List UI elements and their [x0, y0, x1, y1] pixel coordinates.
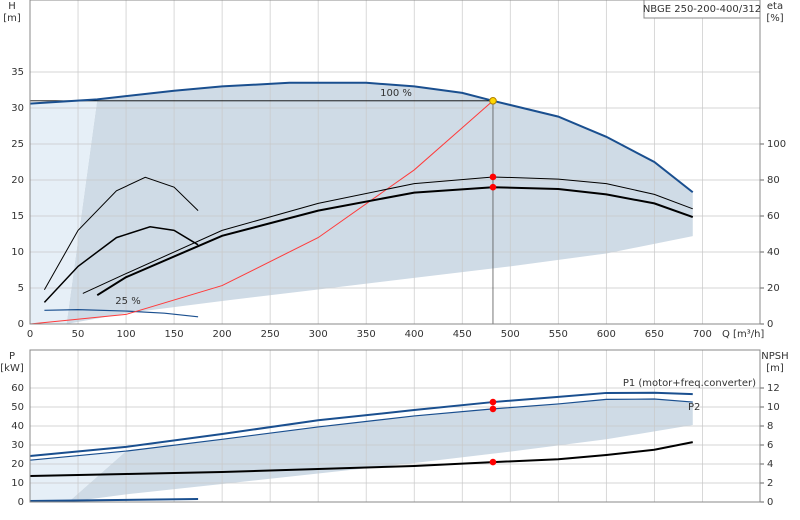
x-tick-label: 200: [213, 329, 232, 340]
y2-tick-label: 10: [767, 402, 780, 413]
duty-point: [489, 458, 497, 466]
x-tick-label: 450: [453, 329, 472, 340]
operating-range: [66, 82, 693, 324]
y-tick-label: 15: [11, 211, 24, 222]
y2-tick-label: 12: [767, 383, 780, 394]
curve: [29, 441, 693, 477]
curve: [29, 100, 494, 325]
y-tick-label: 30: [11, 103, 24, 114]
duty-point: [489, 405, 497, 413]
y-axis-unit: [m]: [3, 13, 21, 24]
y-axis-unit: [kW]: [0, 363, 24, 374]
curve: [29, 391, 693, 458]
duty-point: [489, 97, 497, 105]
curve: [96, 186, 694, 297]
y-tick-label: 0: [18, 497, 24, 508]
y-tick-label: 0: [18, 319, 24, 330]
x-tick-label: 550: [549, 329, 568, 340]
curve-label: P2: [688, 402, 700, 413]
plot-frame: [29, 0, 761, 325]
y2-tick-label: 40: [767, 247, 780, 258]
y-tick-label: 30: [11, 440, 24, 451]
curve: [29, 398, 693, 461]
curve: [29, 497, 199, 503]
curve: [43, 226, 199, 303]
curve: [43, 176, 199, 291]
curve: [29, 81, 694, 194]
x-tick-label: 500: [501, 329, 520, 340]
y-tick-label: 20: [11, 459, 24, 470]
y2-tick-label: 0: [767, 319, 773, 330]
y2-tick-label: 20: [767, 283, 780, 294]
curve-label: P1 (motor+freq.converter): [623, 378, 756, 389]
y-tick-label: 60: [11, 383, 24, 394]
y-tick-label: 50: [11, 402, 24, 413]
curve-label: 100 %: [380, 88, 412, 99]
y2-axis-label: NPSH: [761, 351, 788, 362]
y-axis-label: H: [8, 1, 16, 12]
x-tick-label: 300: [309, 329, 328, 340]
curve-label: 25 %: [115, 296, 140, 307]
duty-point: [489, 183, 497, 191]
duty-point: [489, 398, 497, 406]
y-tick-label: 35: [11, 67, 24, 78]
x-tick-label: 100: [117, 329, 136, 340]
x-tick-label: 0: [27, 329, 33, 340]
operating-range: [68, 399, 693, 502]
y-tick-label: 20: [11, 175, 24, 186]
y-tick-label: 5: [18, 283, 24, 294]
y-tick-label: 10: [11, 247, 24, 258]
y-tick-label: 40: [11, 421, 24, 432]
y2-tick-label: 6: [767, 440, 773, 451]
light-range: [30, 99, 98, 324]
y2-tick-label: 0: [767, 497, 773, 508]
chart-title: NBGE 250-200-400/312: [643, 4, 761, 15]
curve: [44, 308, 199, 318]
plot-frame: [29, 349, 761, 503]
x-tick-label: 400: [405, 329, 424, 340]
x-tick-label: 250: [261, 329, 280, 340]
y2-tick-label: 100: [767, 139, 786, 150]
x-tick-label: 700: [693, 329, 712, 340]
x-tick-label: 600: [597, 329, 616, 340]
x-tick-label: 650: [645, 329, 664, 340]
y2-tick-label: 80: [767, 175, 780, 186]
y2-tick-label: 60: [767, 211, 780, 222]
y2-axis-unit: [m]: [766, 363, 784, 374]
x-tick-label: 150: [165, 329, 184, 340]
y2-tick-label: 2: [767, 478, 773, 489]
y2-axis-label: eta: [767, 1, 783, 12]
x-tick-label: 350: [357, 329, 376, 340]
y2-axis-unit: [%]: [766, 13, 783, 24]
y-tick-label: 25: [11, 139, 24, 150]
y2-tick-label: 8: [767, 421, 773, 432]
y-tick-label: 10: [11, 478, 24, 489]
y2-tick-label: 4: [767, 459, 773, 470]
x-axis-label: Q [m³/h]: [722, 329, 764, 340]
title-box: [643, 0, 761, 19]
curve: [82, 176, 693, 294]
duty-point: [489, 173, 497, 181]
x-tick-label: 50: [72, 329, 85, 340]
y-axis-label: P: [9, 351, 15, 362]
